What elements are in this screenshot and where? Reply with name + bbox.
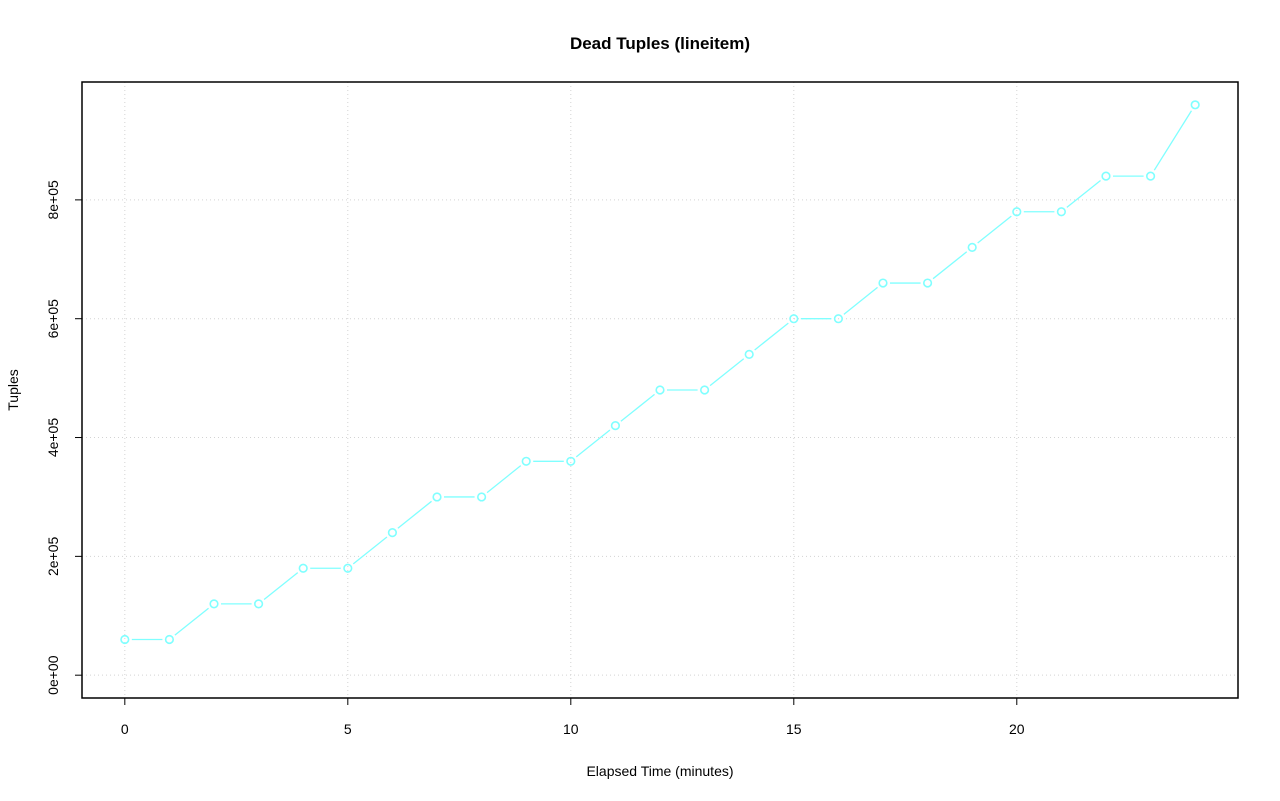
data-point	[521, 456, 531, 466]
data-point	[922, 278, 933, 288]
data-point	[566, 456, 576, 466]
y-tick-label: 6e+05	[45, 299, 61, 339]
series-segment	[620, 393, 655, 422]
y-tick-label: 8e+05	[45, 180, 61, 220]
series-segment	[486, 465, 522, 494]
data-point	[655, 385, 665, 395]
series-segment	[1066, 179, 1101, 208]
data-point	[209, 599, 219, 609]
data-point	[432, 492, 442, 502]
data-point	[744, 349, 754, 359]
data-point	[1190, 100, 1200, 110]
data-point	[878, 278, 888, 288]
series-segment	[575, 429, 611, 458]
y-tick-label: 2e+05	[45, 536, 61, 576]
y-tick-label: 4e+05	[45, 418, 61, 458]
chart-title: Dead Tuples (lineitem)	[570, 34, 750, 53]
series-segment	[352, 536, 388, 565]
x-tick-label: 0	[121, 721, 129, 737]
data-point	[967, 242, 977, 253]
y-axis-label: Tuples	[5, 369, 21, 411]
data-point	[343, 563, 353, 573]
series-segment	[1153, 110, 1193, 171]
y-tick-label: 0e+00	[45, 655, 61, 695]
data-point	[120, 634, 130, 645]
data-point	[298, 563, 308, 573]
series-segment	[263, 572, 299, 601]
data-point	[833, 314, 843, 324]
x-tick-label: 10	[563, 721, 579, 737]
x-tick-label: 5	[344, 721, 352, 737]
series-segment	[843, 286, 878, 315]
data-point	[164, 634, 175, 645]
series-segment	[709, 358, 745, 387]
series-segment	[174, 607, 209, 636]
data-point	[1012, 207, 1022, 217]
data-point	[1101, 171, 1111, 181]
data-point	[387, 527, 398, 538]
series-segment	[977, 215, 1012, 244]
data-point	[610, 421, 621, 431]
data-point	[1145, 171, 1156, 181]
series-segment	[397, 500, 432, 529]
series-segment	[932, 251, 968, 280]
data-point	[254, 599, 264, 609]
x-tick-label: 15	[786, 721, 802, 737]
series-segment	[754, 322, 789, 351]
x-axis-label: Elapsed Time (minutes)	[586, 763, 733, 779]
data-point	[477, 492, 487, 502]
data-point	[789, 314, 799, 324]
x-tick-label: 20	[1009, 721, 1025, 737]
data-point	[699, 385, 710, 395]
data-point	[1056, 207, 1066, 217]
